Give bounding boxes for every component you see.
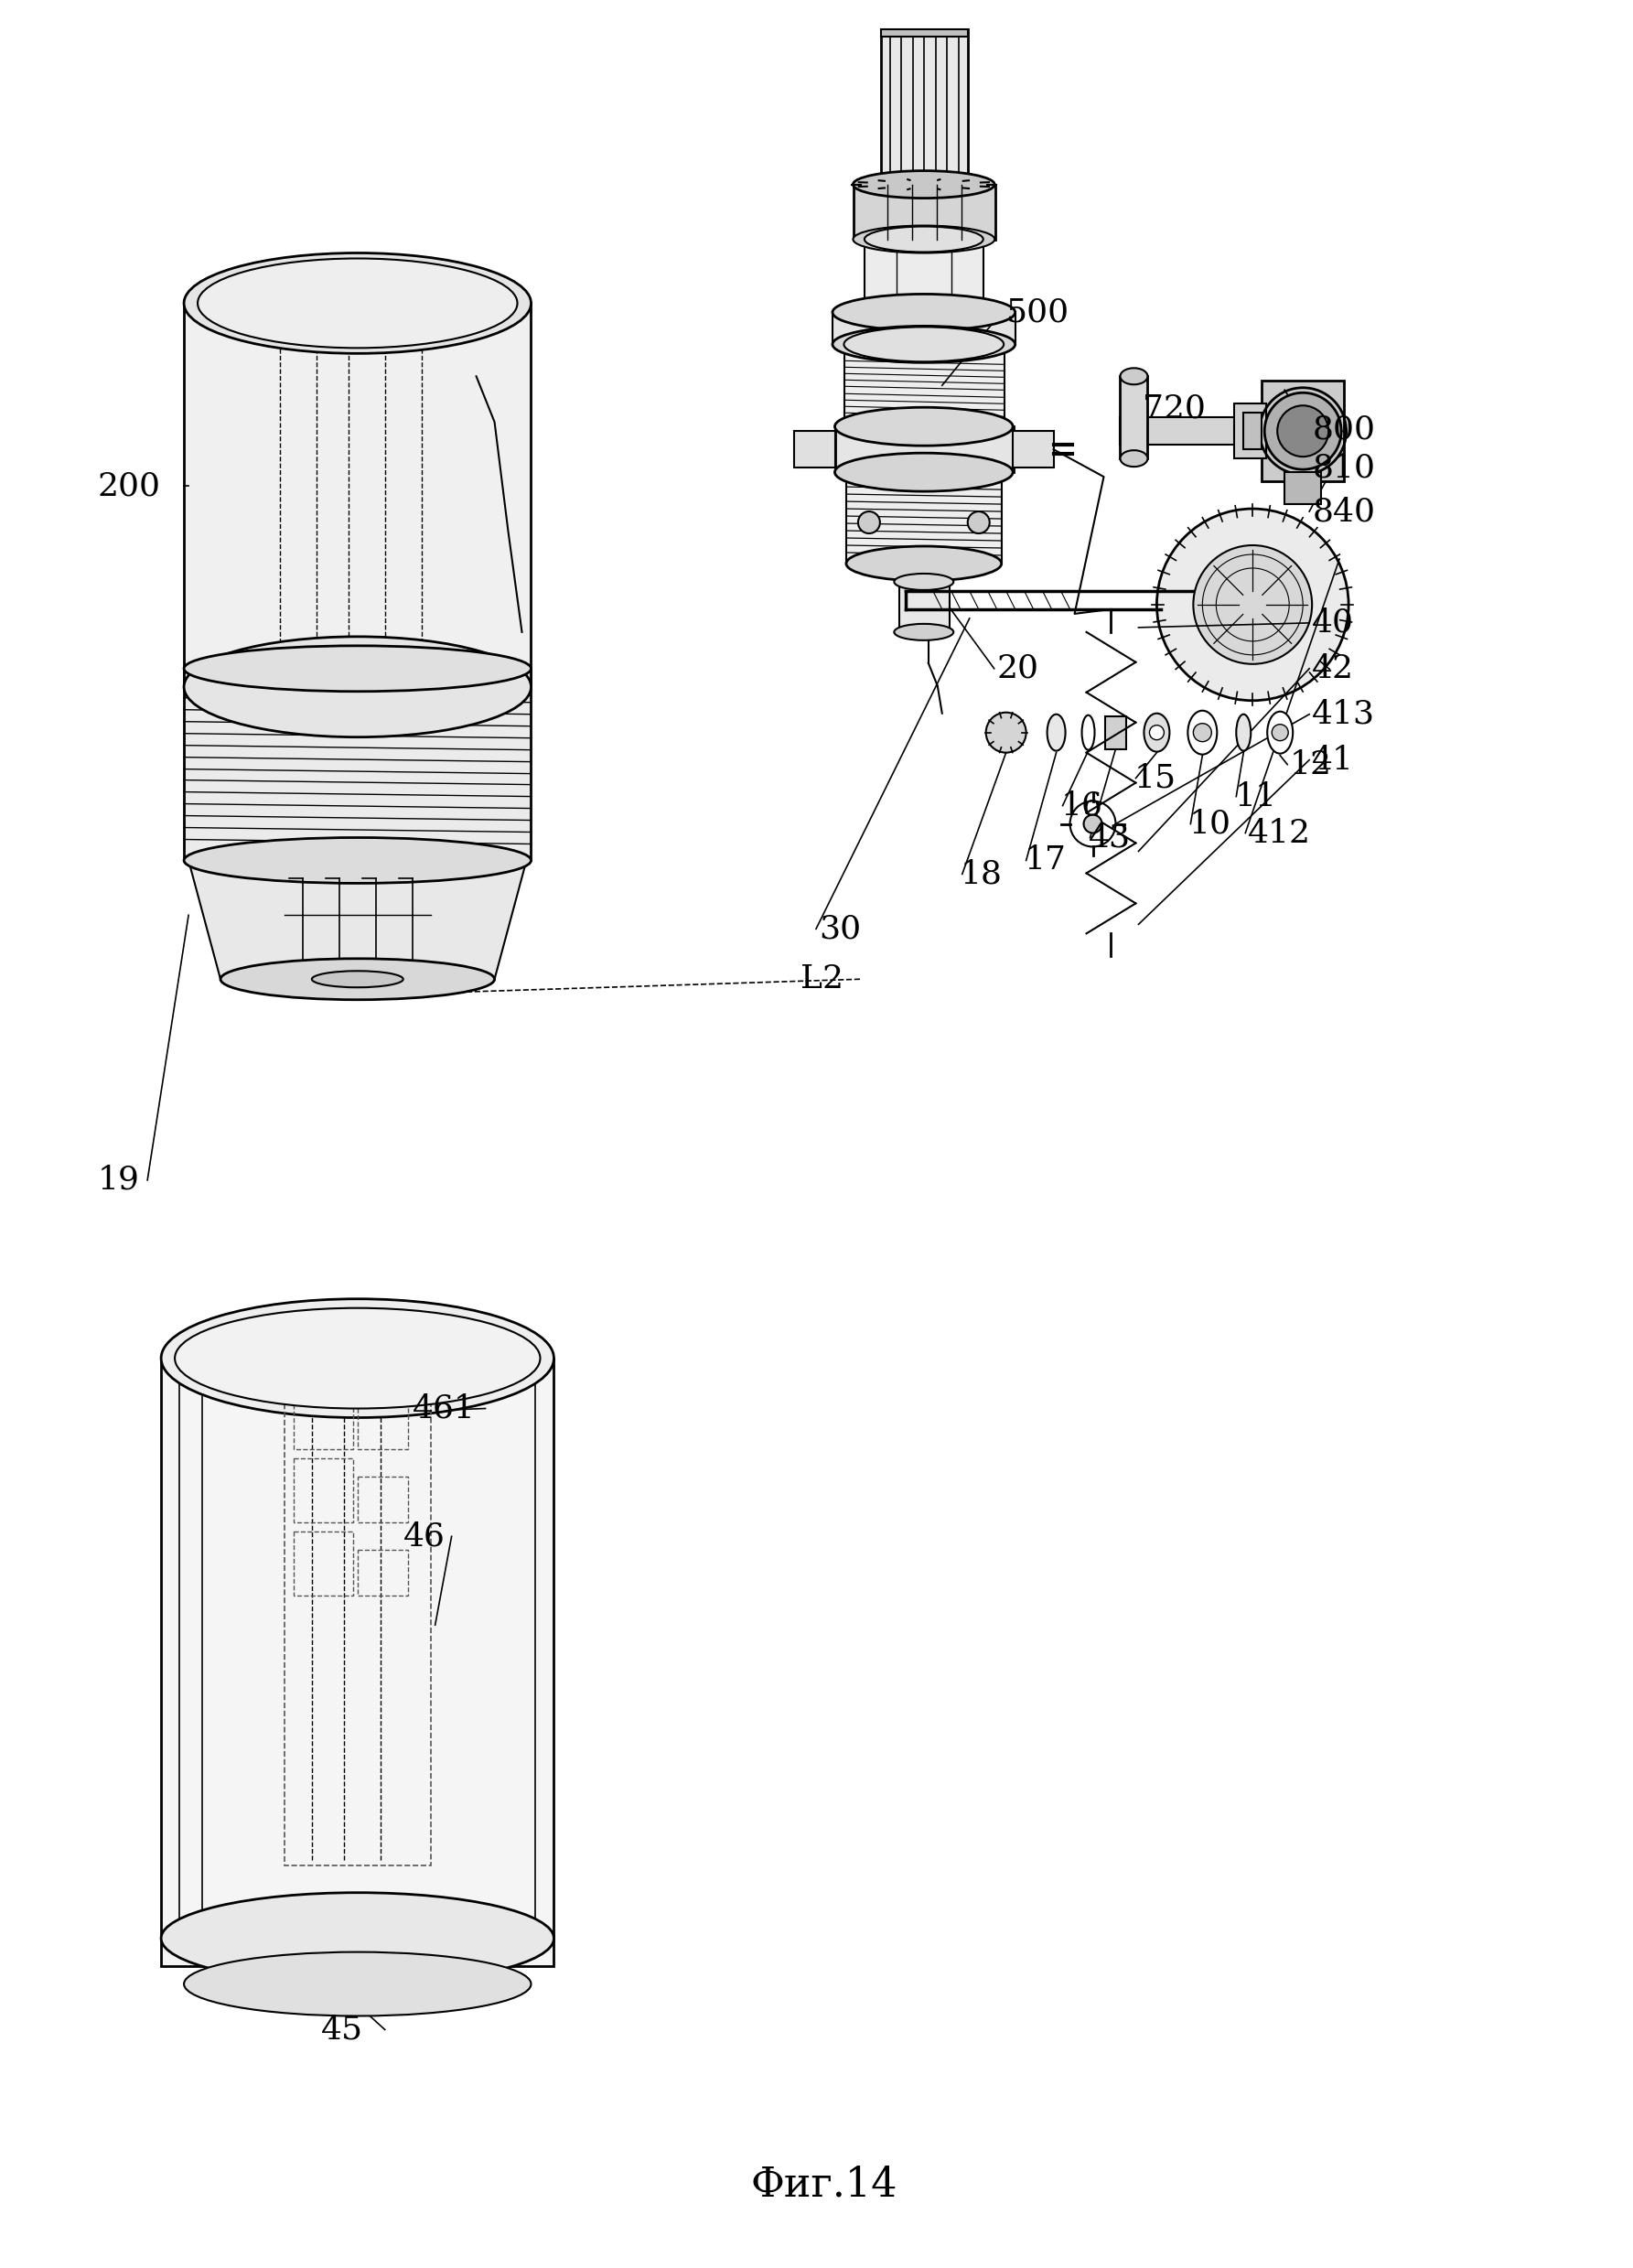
Ellipse shape xyxy=(864,227,983,252)
Bar xyxy=(294,1458,353,1522)
Text: 19: 19 xyxy=(98,1163,139,1195)
Circle shape xyxy=(1194,723,1212,742)
Polygon shape xyxy=(188,860,526,980)
Bar xyxy=(284,1386,431,1864)
Bar xyxy=(358,1549,408,1597)
Circle shape xyxy=(1194,544,1311,665)
Text: 40: 40 xyxy=(1311,608,1354,640)
Ellipse shape xyxy=(844,327,1004,361)
Ellipse shape xyxy=(185,837,531,882)
Text: 41: 41 xyxy=(1311,744,1354,776)
Text: 20: 20 xyxy=(996,653,1039,685)
Circle shape xyxy=(857,513,880,533)
Bar xyxy=(846,472,1001,562)
Ellipse shape xyxy=(162,1892,554,1984)
Bar xyxy=(1120,417,1266,445)
Circle shape xyxy=(1150,726,1164,739)
Ellipse shape xyxy=(185,1953,531,2016)
Bar xyxy=(185,304,531,687)
Ellipse shape xyxy=(162,1300,554,1418)
Text: 11: 11 xyxy=(1235,780,1277,812)
Ellipse shape xyxy=(1081,714,1094,751)
Text: 500: 500 xyxy=(1006,297,1070,329)
Ellipse shape xyxy=(864,299,983,324)
Text: 800: 800 xyxy=(1311,413,1375,445)
Ellipse shape xyxy=(185,637,531,737)
Ellipse shape xyxy=(312,971,403,987)
Bar xyxy=(1262,381,1344,481)
Bar xyxy=(1285,472,1321,503)
Ellipse shape xyxy=(1145,714,1169,751)
Text: 12: 12 xyxy=(1288,748,1331,780)
Text: 30: 30 xyxy=(818,914,861,943)
Circle shape xyxy=(986,712,1026,753)
Bar xyxy=(854,184,994,238)
Bar xyxy=(864,238,983,313)
Ellipse shape xyxy=(834,408,1012,447)
Bar xyxy=(880,29,968,184)
Bar xyxy=(834,426,1014,472)
Ellipse shape xyxy=(1236,714,1251,751)
Circle shape xyxy=(1084,814,1102,832)
Circle shape xyxy=(1277,406,1329,456)
Text: 461: 461 xyxy=(412,1393,475,1424)
Text: 10: 10 xyxy=(1189,807,1231,839)
Text: 43: 43 xyxy=(1088,821,1130,853)
Bar xyxy=(880,29,968,36)
Text: 720: 720 xyxy=(1143,392,1207,424)
Bar xyxy=(833,313,1016,345)
Bar xyxy=(900,583,949,633)
Text: Фиг.14: Фиг.14 xyxy=(750,2166,897,2204)
Ellipse shape xyxy=(1187,710,1217,755)
Bar xyxy=(358,1404,408,1449)
Bar xyxy=(1235,404,1266,458)
Text: 200: 200 xyxy=(98,469,160,501)
Text: 412: 412 xyxy=(1248,816,1311,848)
Ellipse shape xyxy=(220,959,495,1000)
Text: L2: L2 xyxy=(800,964,844,996)
Ellipse shape xyxy=(1267,712,1293,753)
Ellipse shape xyxy=(198,259,518,347)
Text: 15: 15 xyxy=(1133,762,1176,794)
Ellipse shape xyxy=(1120,451,1148,467)
Text: 413: 413 xyxy=(1311,699,1375,730)
Ellipse shape xyxy=(846,547,1001,581)
Ellipse shape xyxy=(852,170,994,197)
Ellipse shape xyxy=(895,574,954,590)
Bar xyxy=(294,1531,353,1597)
Bar xyxy=(1012,431,1053,467)
Bar xyxy=(162,1359,554,1966)
Bar xyxy=(185,669,531,860)
Ellipse shape xyxy=(185,254,531,354)
Circle shape xyxy=(1156,508,1349,701)
Bar xyxy=(1243,413,1262,449)
Ellipse shape xyxy=(834,454,1012,492)
Bar xyxy=(358,1476,408,1522)
Ellipse shape xyxy=(895,624,954,640)
Ellipse shape xyxy=(1047,714,1065,751)
Circle shape xyxy=(1272,723,1288,742)
Bar xyxy=(294,1386,353,1449)
Ellipse shape xyxy=(852,225,994,254)
Bar xyxy=(794,431,834,467)
Bar xyxy=(1120,376,1148,458)
Text: 18: 18 xyxy=(960,860,1003,889)
Ellipse shape xyxy=(185,646,531,692)
Text: 810: 810 xyxy=(1311,451,1375,483)
Ellipse shape xyxy=(833,327,1016,363)
Circle shape xyxy=(968,513,990,533)
Bar xyxy=(844,345,1004,426)
Text: 45: 45 xyxy=(322,2014,363,2046)
Ellipse shape xyxy=(1120,367,1148,386)
Circle shape xyxy=(1264,392,1341,469)
Text: 16: 16 xyxy=(1061,789,1102,821)
Text: 42: 42 xyxy=(1311,653,1354,685)
Text: 17: 17 xyxy=(1024,846,1066,875)
Ellipse shape xyxy=(175,1309,541,1408)
Text: 46: 46 xyxy=(403,1522,446,1551)
Text: 840: 840 xyxy=(1311,497,1375,526)
Bar xyxy=(1104,717,1127,748)
Ellipse shape xyxy=(844,408,1004,445)
Ellipse shape xyxy=(833,295,1016,331)
